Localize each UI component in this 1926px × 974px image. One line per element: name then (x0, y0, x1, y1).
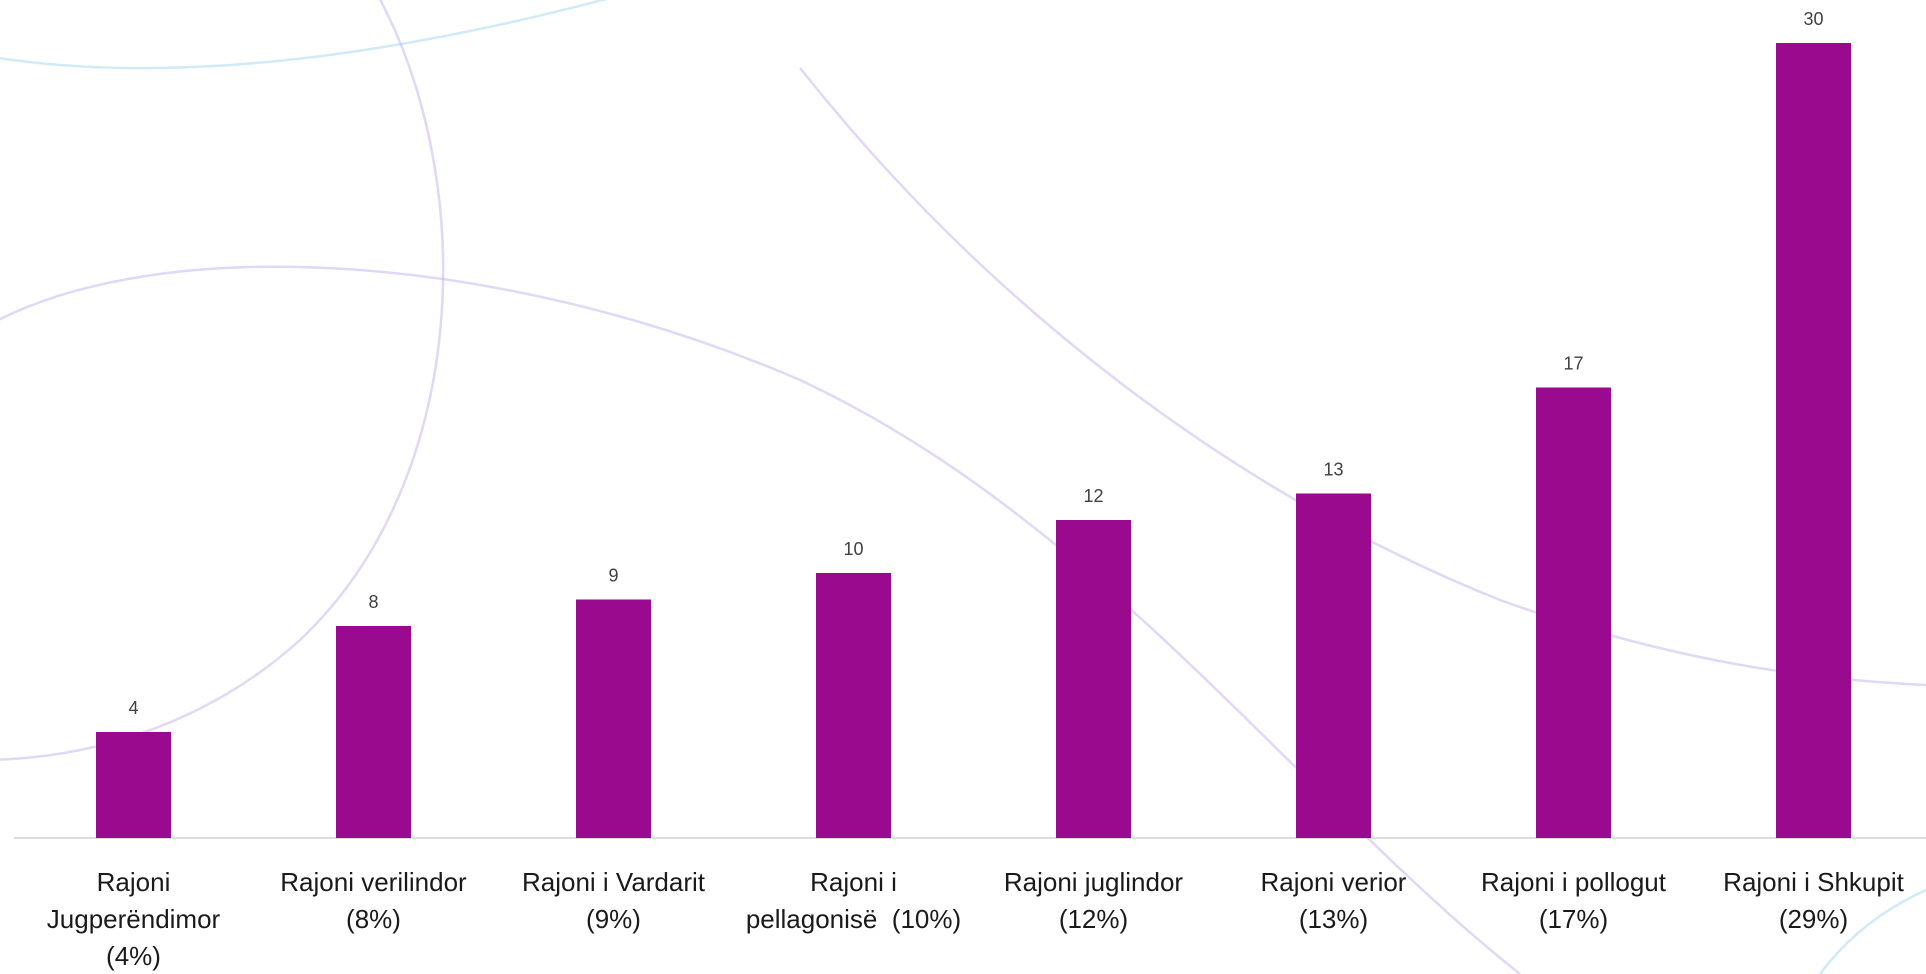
decor-curve-blue-bottom (1818, 888, 1926, 974)
category-label-line: (29%) (1779, 904, 1848, 934)
bar (576, 599, 651, 838)
bar (816, 573, 891, 838)
category-label-line: Rajoni juglindor (1004, 867, 1184, 897)
category-label-line: Jugperëndimor (47, 904, 221, 934)
bar (1056, 520, 1131, 838)
bar-value-label: 12 (1083, 486, 1103, 506)
decor-curve-blue-top (0, 0, 608, 70)
category-label-line: Rajoni i (810, 867, 897, 897)
bar-value-label: 10 (843, 539, 863, 559)
bar-value-label: 30 (1803, 9, 1823, 29)
category-label-line: Rajoni verilindor (280, 867, 467, 897)
category-label: Rajoni Jugperëndimor (4%) (47, 867, 221, 971)
bars (96, 43, 1851, 838)
category-labels: Rajoni Jugperëndimor (4%) Rajoni verilindor… (47, 867, 1905, 971)
bar-value-label: 17 (1563, 354, 1583, 374)
category-label-line: Rajoni i Shkupit (1723, 867, 1904, 897)
data-labels: 4 8 9 10 12 13 17 30 (128, 9, 1823, 718)
bar-value-label: 9 (608, 566, 618, 586)
category-label: Rajoni verilindor (8%) (280, 867, 467, 934)
category-label-line: Rajoni (97, 867, 171, 897)
bar (1536, 387, 1611, 838)
category-label-line: pellagonisë (10%) (746, 904, 961, 934)
category-label-line: (17%) (1539, 904, 1608, 934)
category-label: Rajoni juglindor (12%) (1004, 867, 1184, 934)
category-label-line: (13%) (1299, 904, 1368, 934)
bar (96, 732, 171, 838)
category-label-line: (4%) (106, 941, 161, 971)
category-label: Rajoni i Vardarit (9%) (522, 867, 706, 934)
category-label-line: Rajoni i pollogut (1481, 867, 1667, 897)
category-label-line: (8%) (346, 904, 401, 934)
bar (1296, 493, 1371, 838)
category-label-line: (9%) (586, 904, 641, 934)
category-label: Rajoni verior (13%) (1261, 867, 1407, 934)
category-label: Rajoni i pellagonisë (10%) (746, 867, 961, 934)
category-label-line: Rajoni i Vardarit (522, 867, 706, 897)
bar-value-label: 13 (1323, 460, 1343, 480)
bar-value-label: 4 (128, 698, 138, 718)
category-label-line: (12%) (1059, 904, 1128, 934)
category-label: Rajoni i Shkupit (29%) (1723, 867, 1904, 934)
bar (336, 626, 411, 838)
bar (1776, 43, 1851, 838)
category-label: Rajoni i pollogut (17%) (1481, 867, 1667, 934)
bar-value-label: 8 (368, 592, 378, 612)
category-label-line: Rajoni verior (1261, 867, 1407, 897)
